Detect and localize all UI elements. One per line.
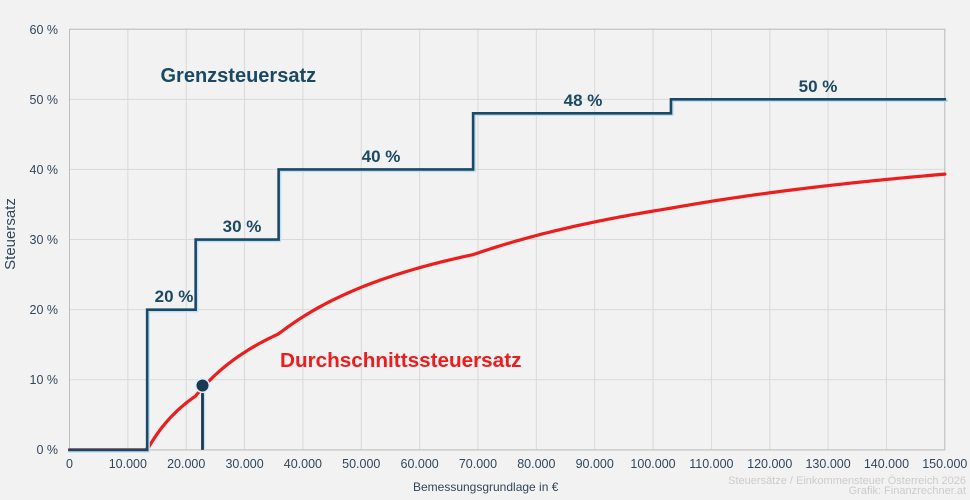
svg-text:20 %: 20 % xyxy=(155,287,194,306)
svg-text:40 %: 40 % xyxy=(30,163,59,177)
svg-text:150.000: 150.000 xyxy=(922,457,967,471)
svg-text:50 %: 50 % xyxy=(30,93,59,107)
svg-text:130.000: 130.000 xyxy=(805,457,850,471)
svg-text:120.000: 120.000 xyxy=(747,457,792,471)
svg-text:80.000: 80.000 xyxy=(517,457,555,471)
svg-text:Grafik: Finanzrechner.at: Grafik: Finanzrechner.at xyxy=(849,485,966,497)
svg-text:30.000: 30.000 xyxy=(225,457,263,471)
svg-text:Bemessungsgrundlage in €: Bemessungsgrundlage in € xyxy=(413,480,559,494)
svg-text:50 %: 50 % xyxy=(799,77,838,96)
svg-text:30 %: 30 % xyxy=(223,217,262,236)
svg-text:10.000: 10.000 xyxy=(109,457,147,471)
svg-text:110.000: 110.000 xyxy=(689,457,733,471)
svg-text:48 %: 48 % xyxy=(564,91,603,110)
svg-text:Grenzsteuersatz: Grenzsteuersatz xyxy=(161,65,317,87)
svg-text:Steuersatz: Steuersatz xyxy=(2,198,19,270)
svg-text:0 %: 0 % xyxy=(36,443,58,457)
svg-text:60 %: 60 % xyxy=(30,23,59,37)
svg-text:100.000: 100.000 xyxy=(630,457,675,471)
svg-text:20 %: 20 % xyxy=(30,303,59,317)
svg-text:Durchschnittssteuersatz: Durchschnittssteuersatz xyxy=(280,349,521,372)
svg-text:50.000: 50.000 xyxy=(342,457,380,471)
svg-text:30 %: 30 % xyxy=(30,233,59,247)
svg-text:40 %: 40 % xyxy=(362,147,401,166)
svg-text:10 %: 10 % xyxy=(30,373,59,387)
svg-text:40.000: 40.000 xyxy=(284,457,322,471)
svg-text:70.000: 70.000 xyxy=(459,457,497,471)
svg-text:20.000: 20.000 xyxy=(167,457,205,471)
svg-text:140.000: 140.000 xyxy=(864,457,909,471)
svg-text:0: 0 xyxy=(66,457,73,471)
svg-text:60.000: 60.000 xyxy=(401,457,439,471)
svg-text:90.000: 90.000 xyxy=(576,457,614,471)
